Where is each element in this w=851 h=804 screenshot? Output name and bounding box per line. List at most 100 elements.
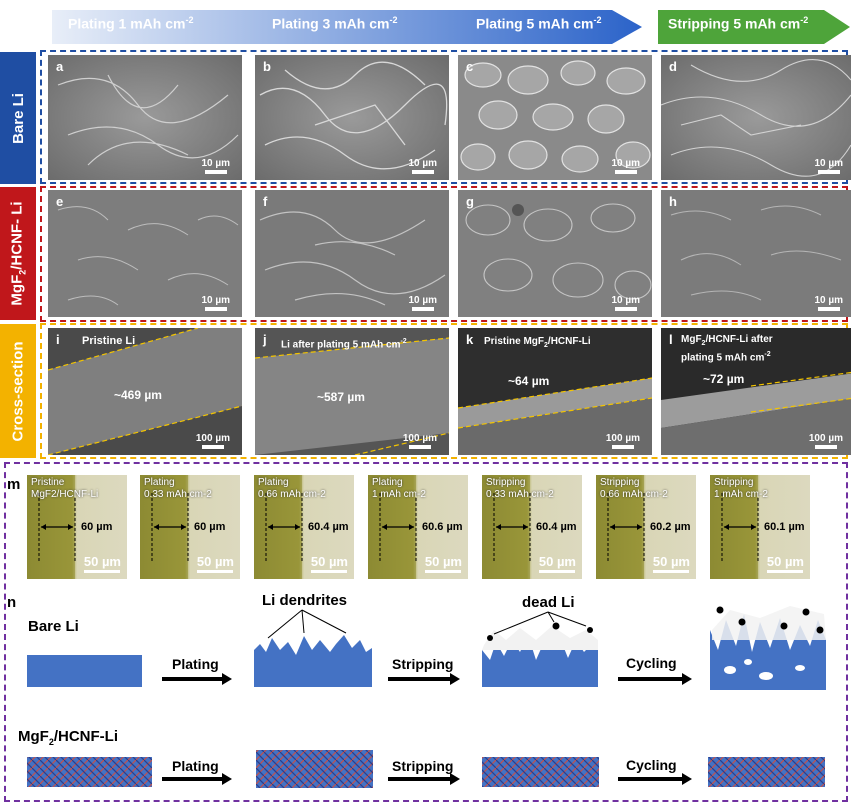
optical-thickness: 60 µm <box>194 521 226 533</box>
stripping-arrow <box>658 10 850 44</box>
arrow-label-cycling: Cycling <box>626 757 677 773</box>
arrow-label-plating: Plating <box>172 758 219 774</box>
panel-letter: d <box>669 59 677 74</box>
cycled-dead-particles <box>716 606 824 634</box>
row-label-bare-li: Bare Li <box>0 52 36 184</box>
optical-caption: Stripping 0.66 mAh cm-2 <box>600 477 668 500</box>
arrow-label-plating: Plating <box>172 656 219 672</box>
mgf2-block-3 <box>482 757 599 787</box>
optical-thickness: 60.2 µm <box>650 521 691 533</box>
scale-bar: 100 µm <box>403 433 437 449</box>
panel-letter-m: m <box>7 476 21 493</box>
optical-panel-2: Plating 0.33 mAh cm-2 60 µm 50 µm <box>140 475 240 579</box>
cycled-voids <box>724 659 805 680</box>
optical-caption: Plating 1 mAh cm-2 <box>372 477 426 500</box>
sem-panel-l: l MgF2/HCNF-Li after plating 5 mAh cm-2 … <box>661 328 851 455</box>
process-arrows-bare <box>162 673 692 685</box>
cross-caption: Li after plating 5 mAh cm-2 <box>281 338 407 351</box>
cross-section-image <box>458 328 652 455</box>
sem-panel-g: g 10 µm <box>458 190 652 317</box>
arrow-label-stripping: Stripping <box>392 656 454 672</box>
scale-bar: 10 µm <box>611 295 640 311</box>
scale-bar: 10 µm <box>408 158 437 174</box>
optical-caption: Stripping 0.33 mAh cm-2 <box>486 477 554 500</box>
li-dendrites-label: Li dendrites <box>262 592 348 609</box>
optical-panel-7: Stripping 1 mAh cm-2 60.1 µm 50 µm <box>710 475 810 579</box>
cycled-dead-layer <box>712 606 826 640</box>
thickness-label: ~587 µm <box>317 390 365 404</box>
cross-caption: MgF2/HCNF-Li after plating 5 mAh cm-2 <box>681 334 773 364</box>
scale-bar: 100 µm <box>809 433 843 449</box>
mgf2-block-2 <box>256 750 373 788</box>
scale-bar: 50 µm <box>425 554 462 573</box>
sem-panel-f: f 10 µm <box>255 190 449 317</box>
row-label-cross-section: Cross-section <box>0 324 36 458</box>
sem-texture <box>255 55 449 180</box>
panel-letter-n: n <box>7 594 17 611</box>
sem-panel-b: b 10 µm <box>255 55 449 180</box>
thickness-label: ~64 µm <box>508 374 550 388</box>
optical-panel-3: Plating 0.66 mAh cm-2 60.4 µm 50 µm <box>254 475 354 579</box>
plating-progress-arrow <box>52 10 642 44</box>
optical-panel-4: Plating 1 mAh cm-2 60.6 µm 50 µm <box>368 475 468 579</box>
optical-thickness: 60.4 µm <box>536 521 577 533</box>
optical-thickness: 60.6 µm <box>422 521 463 533</box>
scale-bar: 50 µm <box>767 554 804 573</box>
sem-texture <box>661 55 851 180</box>
panel-letter: g <box>466 194 474 209</box>
scale-bar: 10 µm <box>611 158 640 174</box>
sem-panel-j: j Li after plating 5 mAh cm-2 ~587 µm 10… <box>255 328 449 455</box>
header-step-3: Plating 5 mAh cm-2 <box>476 15 602 32</box>
scale-bar: 100 µm <box>196 433 230 449</box>
cross-section-image <box>48 328 242 455</box>
cross-caption: Pristine Li <box>82 335 136 347</box>
panel-letter: k <box>466 332 474 347</box>
mgf2-hcnf-li-title: MgF2/HCNF-Li <box>18 728 118 747</box>
sem-panel-e: e 10 µm <box>48 190 242 317</box>
scale-bar: 50 µm <box>197 554 234 573</box>
arrow-label-cycling: Cycling <box>626 655 677 671</box>
scale-bar: 100 µm <box>606 433 640 449</box>
optical-image <box>710 475 810 579</box>
mgf2-block-4 <box>708 757 825 787</box>
optical-image <box>596 475 696 579</box>
panel-letter: c <box>466 59 474 74</box>
bare-li-title: Bare Li <box>28 618 79 635</box>
optical-image <box>254 475 354 579</box>
optical-thickness: 60.1 µm <box>764 521 805 533</box>
dead-li-layer <box>482 626 598 650</box>
panel-letter: a <box>56 59 64 74</box>
optical-panel-1: Pristine MgF2/HCNF-Li 60 µm 50 µm <box>27 475 127 579</box>
thickness-label: ~72 µm <box>703 372 745 386</box>
sem-texture <box>458 55 652 180</box>
scale-bar: 50 µm <box>311 554 348 573</box>
header-step-1: Plating 1 mAh cm-2 <box>68 15 194 32</box>
sem-panel-c: c 10 µm <box>458 55 652 180</box>
dead-li-pointers <box>493 611 587 635</box>
dendrite-block <box>254 635 372 687</box>
cross-section-image <box>255 328 449 455</box>
panel-letter: l <box>669 332 673 347</box>
scale-bar: 10 µm <box>814 158 843 174</box>
panel-letter: e <box>56 194 64 209</box>
header-stripping: Stripping 5 mAh cm-2 <box>668 15 809 32</box>
sem-panel-h: h 10 µm <box>661 190 851 317</box>
optical-image <box>482 475 582 579</box>
mgf2-block-1 <box>27 757 152 787</box>
sem-panel-i: i Pristine Li ~469 µm 100 µm <box>48 328 242 455</box>
dendrite-pointers <box>267 609 347 639</box>
dead-li-particles <box>487 622 593 641</box>
panel-letter: j <box>263 332 267 347</box>
schematic-diagram <box>27 606 826 788</box>
optical-caption: Pristine MgF2/HCNF-Li <box>31 477 99 500</box>
optical-image <box>140 475 240 579</box>
sem-panel-a: a 10 µm <box>48 55 242 180</box>
optical-caption: Plating 0.66 mAh cm-2 <box>258 477 326 500</box>
sem-texture <box>48 55 242 180</box>
arrow-label-stripping: Stripping <box>392 758 454 774</box>
scale-bar: 50 µm <box>539 554 576 573</box>
optical-panel-5: Stripping 0.33 mAh cm-2 60.4 µm 50 µm <box>482 475 582 579</box>
panel-letter: h <box>669 194 677 209</box>
bare-li-block <box>27 655 142 687</box>
sem-texture <box>661 190 851 317</box>
